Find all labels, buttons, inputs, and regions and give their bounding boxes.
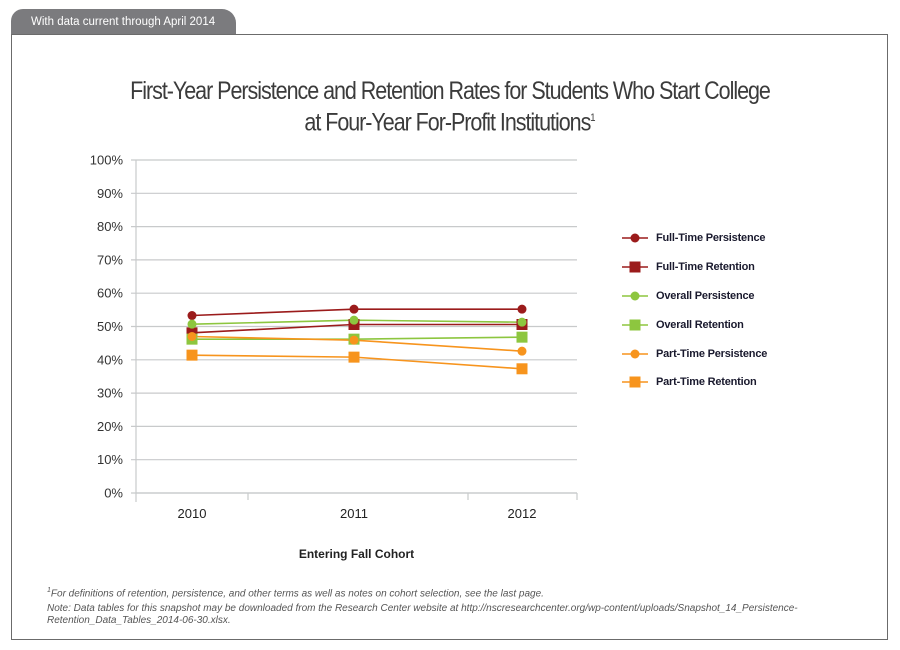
legend-item: Part-Time Persistence (622, 339, 767, 368)
axes (135, 160, 578, 502)
legend-item: Full-Time Persistence (622, 224, 767, 253)
chart-title-line1: First-Year Persistence and Retention Rat… (130, 77, 771, 105)
legend-square-marker-icon (622, 319, 648, 331)
data-point-circle (517, 317, 527, 327)
x-tick-label: 2011 (340, 506, 368, 521)
data-point-circle (187, 331, 197, 341)
legend-circle-marker-icon (622, 349, 648, 359)
x-axis-label: Entering Fall Cohort (298, 547, 415, 561)
data-point-circle (187, 311, 197, 321)
legend-label: Full-Time Persistence (656, 232, 766, 245)
legend-square-marker-icon (622, 261, 648, 273)
legend-circle-marker-icon (622, 291, 648, 301)
legend-item: Full-Time Retention (622, 253, 767, 282)
footnote-note: Note: Data tables for this snapshot may … (47, 603, 847, 627)
x-tick-label: 2010 (178, 506, 207, 521)
chart-title-line2: at Four-Year For-Profit Institutions1 (304, 108, 596, 137)
data-point-circle (517, 346, 527, 356)
y-tick-label: 80% (97, 219, 123, 234)
chart-frame (11, 34, 888, 640)
data-point-circle (187, 319, 197, 329)
title-footnote-marker: 1 (590, 112, 596, 124)
legend-item: Overall Persistence (622, 282, 767, 311)
data-point-square (516, 363, 528, 375)
y-tick-label: 90% (97, 186, 123, 201)
chart-title: First-Year Persistence and Retention Rat… (63, 78, 837, 136)
y-tick-label: 50% (97, 319, 123, 334)
y-tick-label: 20% (97, 419, 123, 434)
x-axis-ticks: 2010 2011 2012 (178, 506, 537, 521)
data-point-circle (517, 304, 527, 314)
legend-item: Overall Retention (622, 310, 767, 339)
y-tick-label: 10% (97, 452, 123, 467)
legend-square-marker-icon (622, 376, 648, 388)
y-tick-label: 60% (97, 286, 123, 301)
chart-legend: Full-Time Persistence Full-Time Retention… (622, 224, 767, 397)
footnote-definitions: 1For definitions of retention, persisten… (47, 587, 544, 600)
data-point-circle (349, 304, 359, 314)
y-axis-ticks: 0% 10% 20% 30% 40% 50% 60% 70% 80% 90% 100% (90, 153, 124, 501)
data-point-circle (349, 335, 359, 345)
legend-circle-marker-icon (622, 233, 648, 243)
gridlines (131, 159, 577, 494)
data-point-square (516, 331, 528, 343)
legend-label: Overall Persistence (656, 289, 755, 302)
footnote-note-line2: Retention_Data_Tables_2014-06-30.xlsx. (47, 615, 231, 626)
data-point-circle (349, 315, 359, 325)
legend-label: Part-Time Persistence (656, 347, 768, 360)
y-tick-label: 0% (104, 486, 123, 501)
legend-label: Part-Time Retention (656, 376, 757, 389)
data-point-square (186, 349, 198, 361)
legend-label: Full-Time Retention (656, 261, 755, 274)
y-tick-label: 40% (97, 352, 123, 367)
y-tick-label: 30% (97, 386, 123, 401)
data-point-square (348, 351, 360, 363)
legend-label: Overall Retention (656, 318, 744, 331)
y-tick-label: 70% (97, 252, 123, 267)
data-currency-tab: With data current through April 2014 (11, 9, 236, 35)
legend-item: Part-Time Retention (622, 368, 767, 397)
y-tick-label: 100% (90, 153, 124, 168)
x-tick-label: 2012 (508, 506, 537, 521)
footnote-note-line1: Note: Data tables for this snapshot may … (47, 603, 798, 614)
data-series (186, 304, 528, 375)
